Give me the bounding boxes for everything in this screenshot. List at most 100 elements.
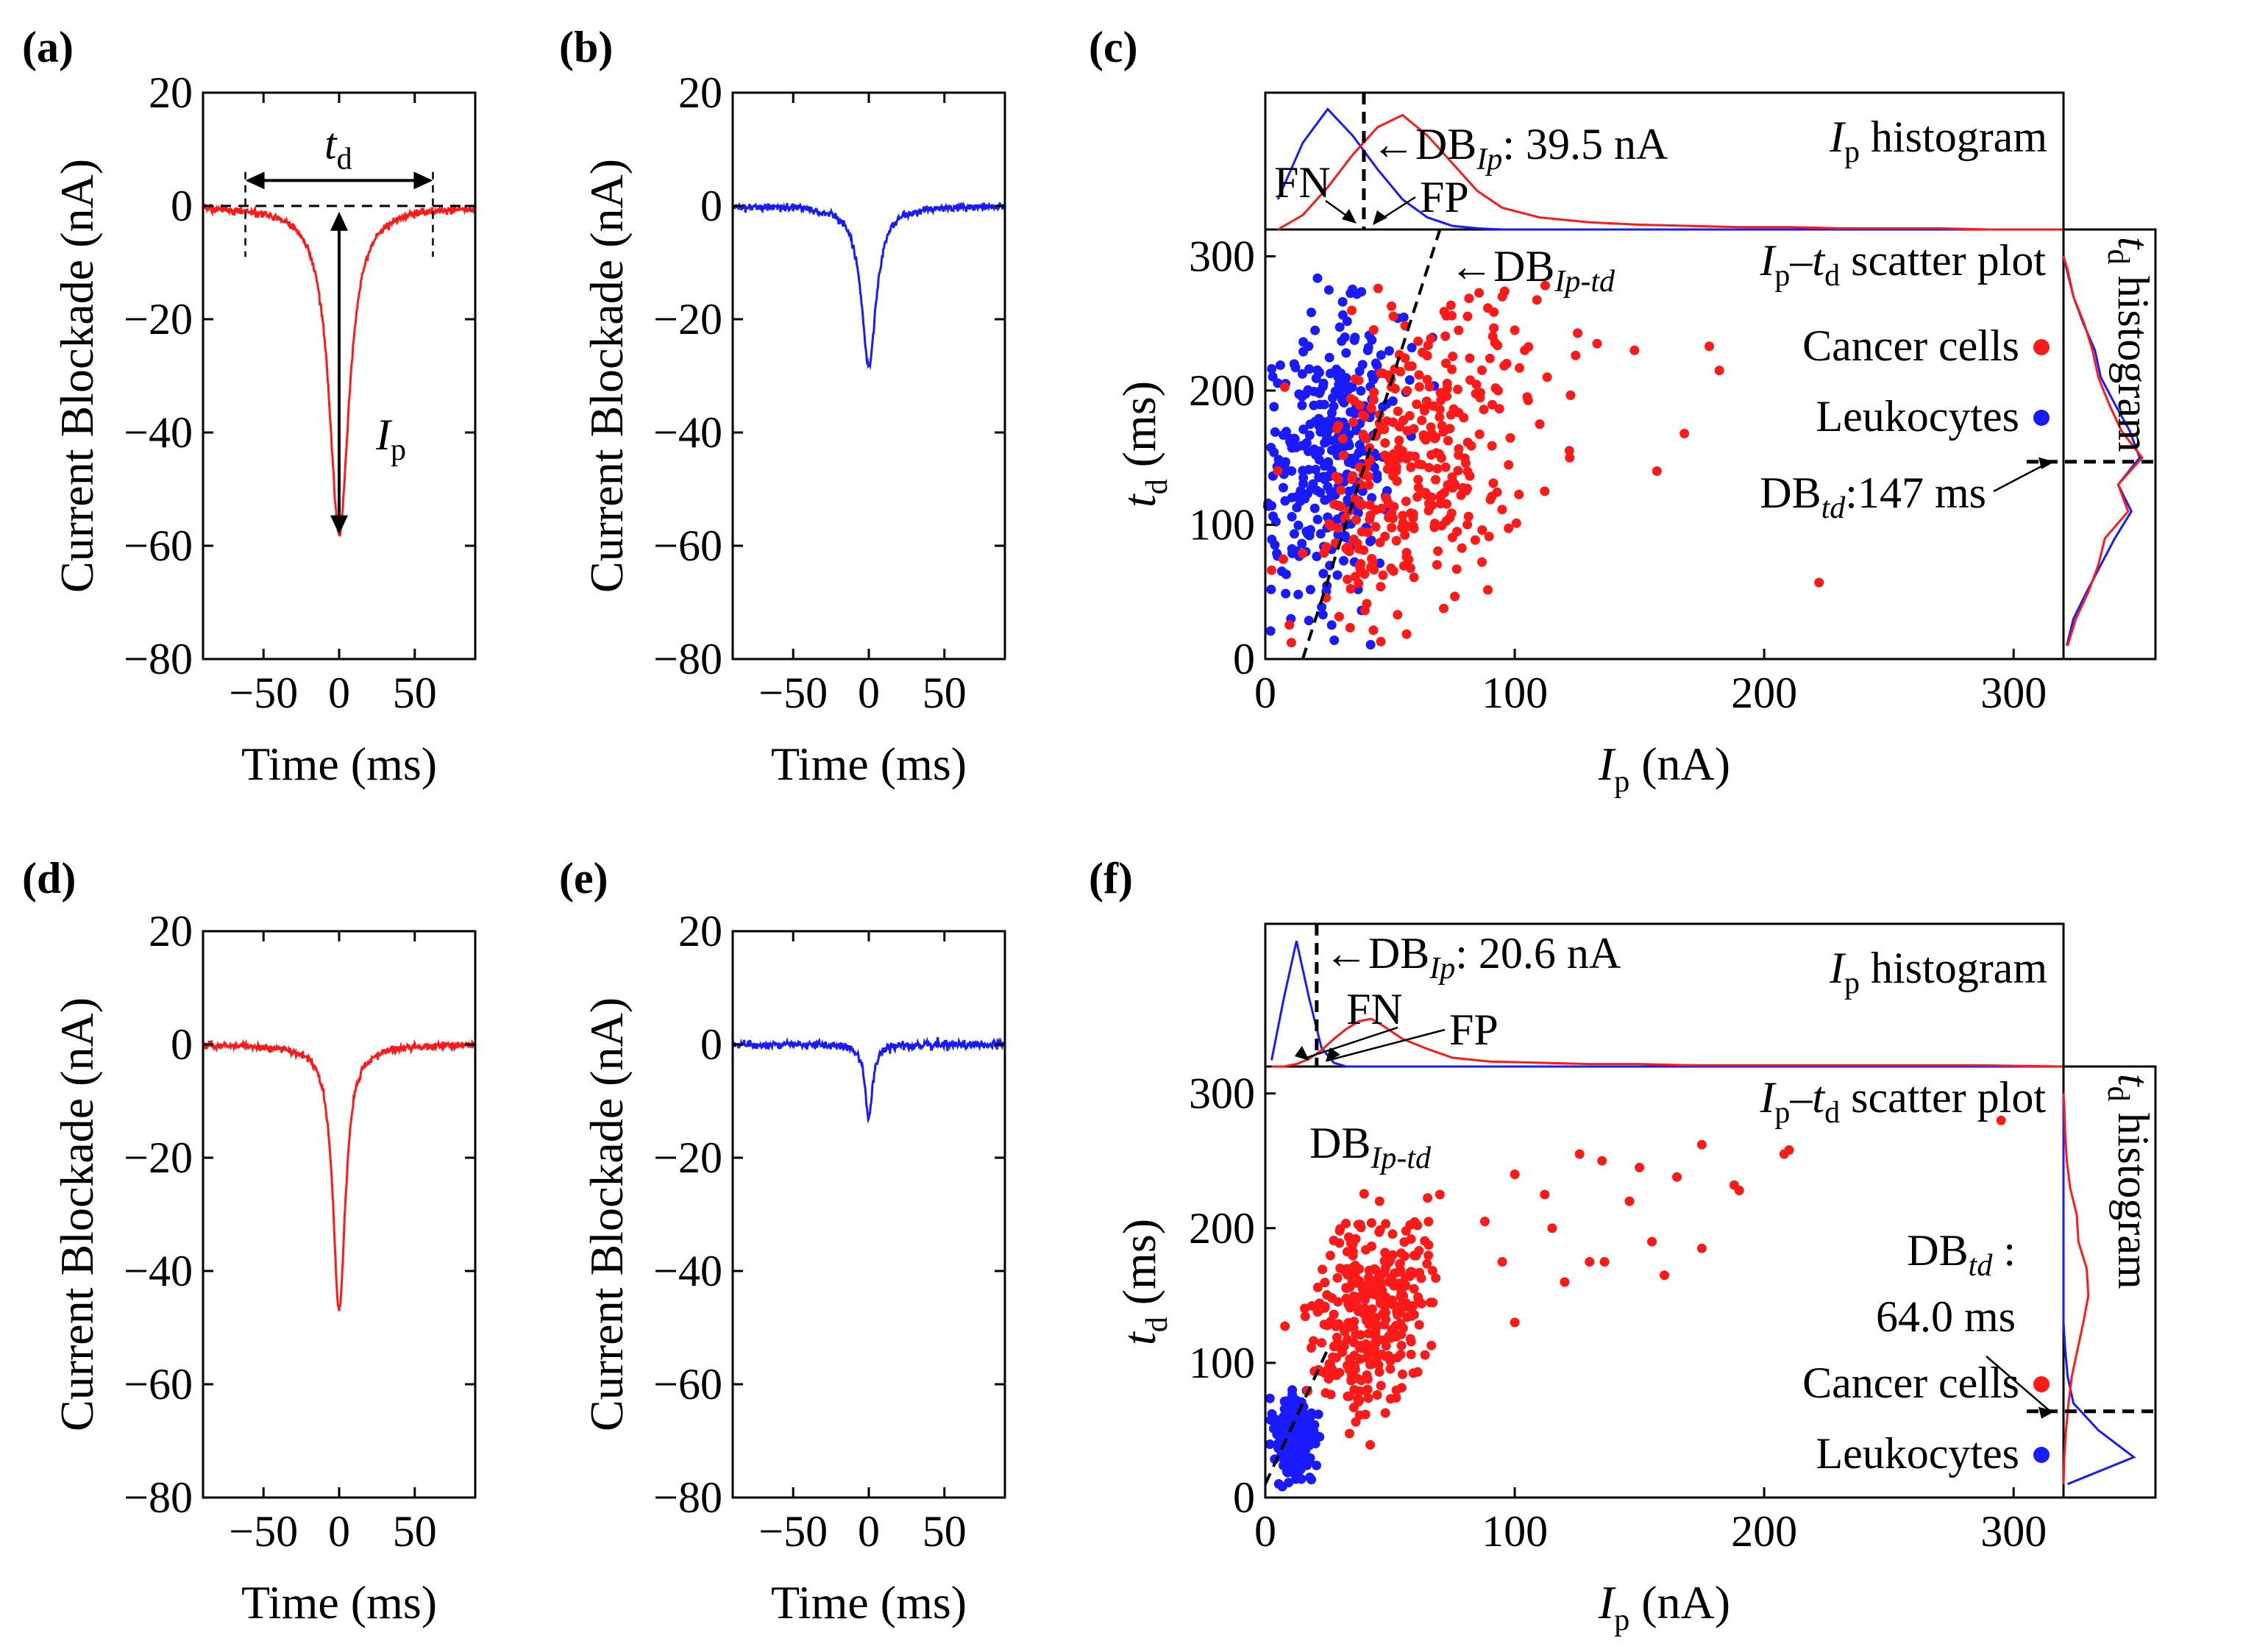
x-tick-label: 300 <box>1980 669 2047 717</box>
y-axis-title: td (ms) <box>1113 1219 1174 1345</box>
cancer-point <box>1475 393 1485 403</box>
axes-frame <box>202 930 477 1499</box>
cancer-point <box>1405 1334 1415 1344</box>
leukocyte-point <box>1272 548 1282 558</box>
cancer-point <box>1391 1392 1401 1403</box>
cancer-point <box>1280 1321 1290 1331</box>
cancer-point <box>1373 1360 1384 1370</box>
db-td-prefix: DB <box>1760 469 1821 517</box>
td-arrow-head <box>245 171 265 190</box>
cancer-point <box>1423 1240 1434 1250</box>
y-tick-label: 20 <box>149 907 193 955</box>
leukocyte-point <box>1366 535 1376 546</box>
scatter-title-b-sub: d <box>1824 1096 1840 1130</box>
cancer-point <box>1368 395 1379 405</box>
leukocyte-point <box>1298 337 1309 347</box>
leukocyte-point <box>1304 616 1314 626</box>
ip-hist-title-a: I <box>1829 944 1846 992</box>
leukocyte-point <box>1276 1431 1287 1441</box>
legend-marker <box>2033 410 2050 426</box>
panel-a: 20 0 −20 −40 −60 −80 −50 0 50 Time (ms) Current Bl… <box>51 68 477 790</box>
td-hist-title-rest: histogram <box>2109 265 2158 452</box>
cancer-point <box>1431 1273 1441 1283</box>
scatter-title: Ip–td scatter plot <box>1759 1073 2046 1130</box>
db-ip-td-sub: Ip-td <box>1554 265 1615 299</box>
x-tick-label: 0 <box>858 669 880 717</box>
y-axis-title: Current Blockade (nA) <box>580 997 633 1431</box>
cancer-point <box>1435 449 1445 459</box>
cancer-point <box>1312 1282 1323 1292</box>
cancer-point <box>1318 1264 1328 1275</box>
panel-d: 20 0 −20 −40 −60 −80 −50 0 50 Time (ms) Current Bl… <box>51 907 477 1628</box>
y-tick-label: 200 <box>1189 366 1255 415</box>
db-td-text: :147 ms <box>1845 469 1986 517</box>
td-label-sub: d <box>337 142 352 176</box>
cancer-point <box>1359 1189 1369 1199</box>
cancer-point <box>1365 514 1375 524</box>
leukocyte-point <box>1309 386 1319 396</box>
cancer-point <box>1348 417 1359 427</box>
fp-label: FP <box>1420 173 1469 221</box>
cancer-point <box>1414 382 1424 392</box>
y-tick-label: −40 <box>653 408 722 457</box>
leukocyte-point <box>1289 529 1299 539</box>
cancer-point <box>1398 415 1409 425</box>
db-ip-sub: Ip <box>1476 143 1502 177</box>
cancer-point <box>1388 513 1398 524</box>
y-tick-label: −80 <box>124 635 193 683</box>
cancer-point <box>1368 325 1379 335</box>
scatter-title: Ip–td scatter plot <box>1759 236 2046 293</box>
cancer-point <box>1387 522 1397 533</box>
cancer-point <box>1660 1270 1669 1281</box>
cancer-point <box>1462 519 1473 530</box>
cancer-point <box>1334 1238 1345 1248</box>
leukocyte-point <box>1303 1421 1312 1431</box>
cancer-point <box>1470 535 1480 545</box>
cancer-point <box>1396 1350 1406 1360</box>
leukocyte-point <box>1302 529 1312 539</box>
scatter-title-a: I <box>1759 236 1777 285</box>
td-histogram-cancer <box>2062 256 2144 647</box>
cancer-point <box>1278 554 1288 564</box>
cancer-point <box>1565 390 1576 400</box>
leukocyte-point <box>1265 626 1276 636</box>
leukocyte-point <box>1315 446 1325 456</box>
leukocyte-point <box>1298 1461 1308 1471</box>
cancer-point <box>1356 1330 1365 1340</box>
x-tick-label: 300 <box>1980 1507 2047 1556</box>
leukocyte-point <box>1318 610 1328 620</box>
cancer-point <box>1396 1383 1407 1393</box>
cancer-point <box>1374 1367 1384 1377</box>
cancer-point <box>1388 1300 1398 1310</box>
cancer-point <box>1396 1340 1407 1350</box>
cancer-point <box>1504 523 1514 533</box>
y-tick-label: 0 <box>1233 1473 1255 1522</box>
fn-label: FN <box>1346 985 1403 1033</box>
leukocyte-point <box>1407 343 1417 353</box>
cancer-point <box>1373 283 1383 293</box>
signal-trace <box>731 201 1006 371</box>
cancer-point <box>1401 496 1411 507</box>
cancer-point <box>1365 1439 1376 1450</box>
legend-label: Leukocytes <box>1816 392 2019 441</box>
cancer-point <box>1457 543 1467 553</box>
y-tick-label: −40 <box>124 408 193 457</box>
y-tick-label: −60 <box>653 1360 722 1409</box>
cancer-point <box>1348 1403 1359 1413</box>
cancer-point <box>1573 328 1583 338</box>
cancer-point <box>1388 417 1398 427</box>
cancer-point <box>1409 1283 1419 1294</box>
fn-arrow-head <box>1294 1046 1309 1061</box>
cancer-point <box>1560 1277 1570 1287</box>
cancer-point <box>1784 1145 1794 1155</box>
x-axis-sub: p <box>1614 1603 1629 1637</box>
cancer-point <box>1359 605 1370 616</box>
leukocyte-point <box>1339 398 1349 407</box>
leukocyte-point <box>1334 322 1345 332</box>
cancer-point <box>1435 405 1445 415</box>
leukocyte-point <box>1320 438 1330 448</box>
leukocyte-point <box>1336 379 1346 389</box>
cancer-point <box>1361 1245 1371 1255</box>
cancer-point <box>1361 1340 1371 1350</box>
